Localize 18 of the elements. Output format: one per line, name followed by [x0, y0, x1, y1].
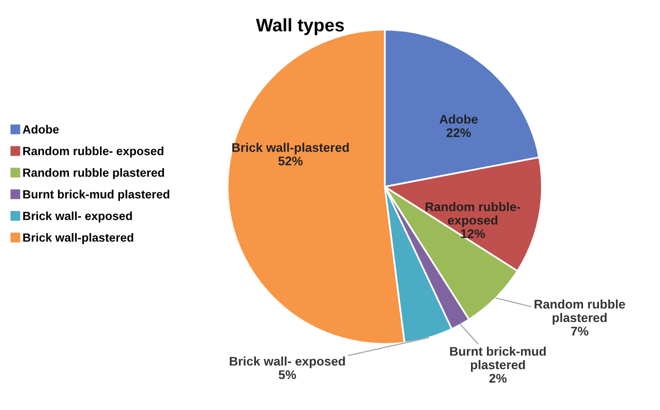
slice-label: Random rubble- exposed: [426, 202, 520, 228]
legend-label: Random rubble- exposed: [23, 146, 164, 158]
data-label: 22%: [446, 128, 471, 138]
legend-label: Burnt brick-mud plastered: [23, 190, 170, 201]
slice-label: Brick wall- exposed: [230, 356, 345, 368]
data-label: 52%: [278, 156, 303, 166]
slice-label: Random rubble plastered: [534, 299, 626, 325]
slice-label: Adobe: [440, 114, 478, 124]
slice-label: Burnt brick-mud plastered: [450, 346, 546, 372]
legend-label: Adobe: [22, 124, 59, 134]
data-label: 2%: [489, 374, 507, 383]
data-label: 7%: [571, 326, 588, 336]
data-label: 12%: [461, 229, 485, 238]
data-label: 5%: [278, 370, 296, 380]
legend-label: Brick wall-plastered: [23, 233, 134, 244]
legend-label: Random rubble plastered: [23, 168, 164, 180]
chart-title: Wall types: [256, 18, 344, 36]
legend-label: Brick wall- exposed: [23, 211, 132, 222]
